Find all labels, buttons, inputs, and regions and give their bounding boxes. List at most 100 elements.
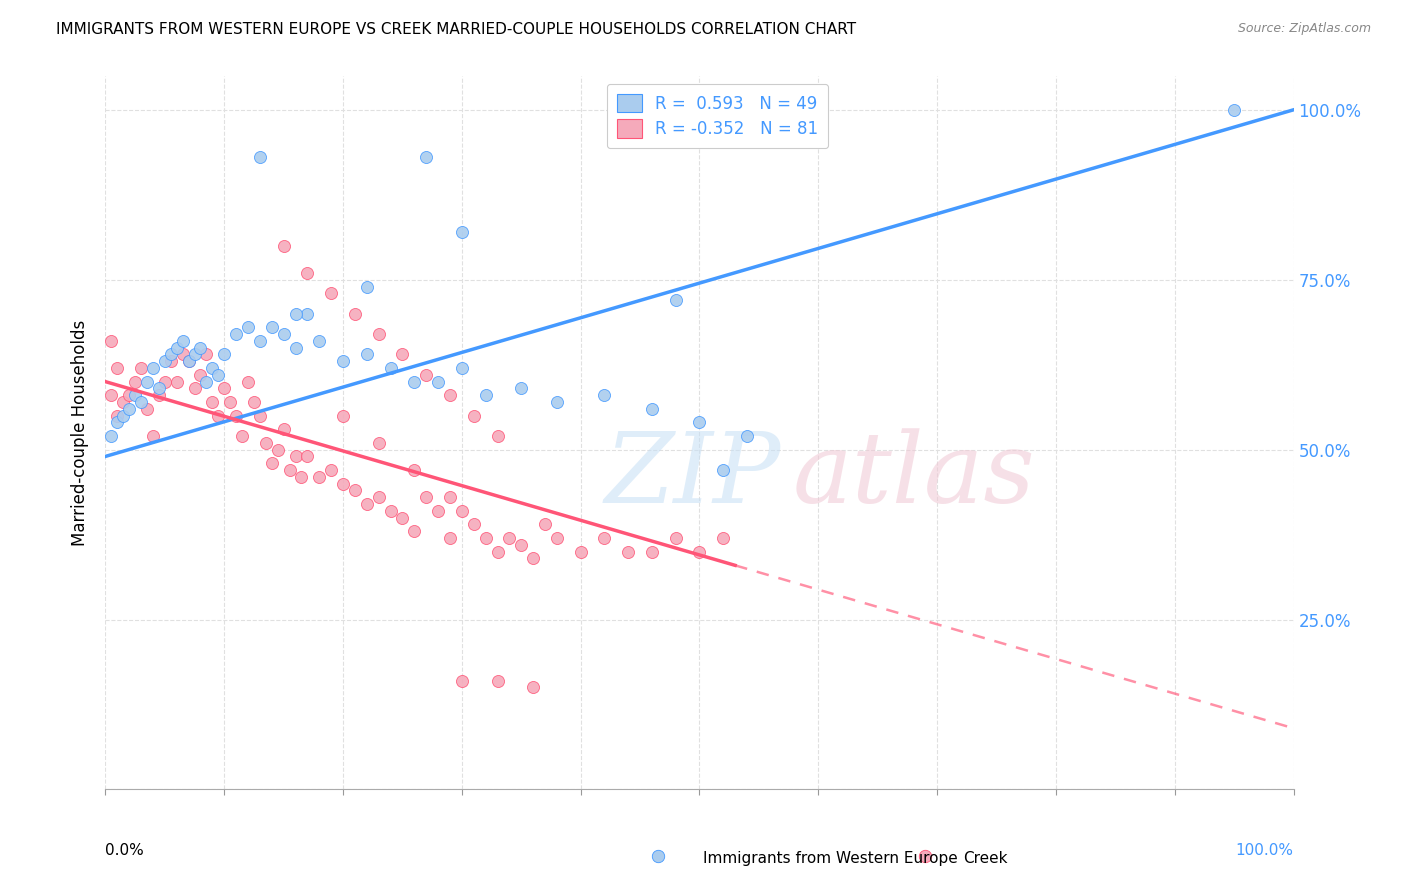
Point bbox=[136, 375, 159, 389]
Point bbox=[498, 531, 520, 545]
Point bbox=[321, 286, 343, 301]
Point bbox=[343, 483, 366, 498]
Point bbox=[711, 531, 734, 545]
Point bbox=[367, 490, 389, 504]
Point bbox=[308, 334, 330, 348]
Point bbox=[367, 327, 389, 342]
Point bbox=[427, 504, 450, 518]
Point bbox=[356, 497, 378, 511]
Point bbox=[159, 354, 181, 368]
Point bbox=[450, 673, 472, 688]
Point bbox=[214, 381, 236, 395]
Point bbox=[332, 354, 354, 368]
Point bbox=[172, 347, 194, 361]
Point bbox=[297, 450, 319, 464]
Point bbox=[450, 225, 472, 239]
Point bbox=[641, 401, 664, 416]
Point bbox=[647, 849, 669, 863]
Point bbox=[343, 307, 366, 321]
Point bbox=[593, 531, 616, 545]
Text: atlas: atlas bbox=[792, 428, 1035, 523]
Point bbox=[689, 544, 711, 558]
Point bbox=[450, 504, 472, 518]
Point bbox=[249, 409, 271, 423]
Point bbox=[665, 293, 688, 307]
Point bbox=[486, 673, 509, 688]
Point bbox=[641, 544, 664, 558]
Point bbox=[249, 150, 271, 164]
Point bbox=[225, 409, 247, 423]
Point bbox=[100, 429, 122, 443]
Point bbox=[243, 395, 266, 409]
Text: 100.0%: 100.0% bbox=[1236, 843, 1294, 858]
Point bbox=[367, 435, 389, 450]
Point bbox=[404, 463, 426, 477]
Point bbox=[711, 463, 734, 477]
Point bbox=[129, 395, 152, 409]
Point bbox=[486, 429, 509, 443]
Point bbox=[284, 307, 307, 321]
Point bbox=[260, 456, 283, 470]
Point bbox=[665, 531, 688, 545]
Point bbox=[148, 388, 170, 402]
Point bbox=[415, 490, 437, 504]
Point bbox=[112, 409, 135, 423]
Point bbox=[439, 531, 461, 545]
Point bbox=[593, 388, 616, 402]
Point bbox=[569, 544, 592, 558]
Point bbox=[522, 681, 544, 695]
Point bbox=[249, 334, 271, 348]
Point bbox=[183, 347, 205, 361]
Text: 0.0%: 0.0% bbox=[105, 843, 145, 858]
Point bbox=[391, 347, 413, 361]
Point bbox=[190, 368, 212, 382]
Text: Source: ZipAtlas.com: Source: ZipAtlas.com bbox=[1237, 22, 1371, 36]
Point bbox=[225, 327, 247, 342]
Point bbox=[273, 422, 295, 436]
Point bbox=[534, 517, 557, 532]
Point bbox=[735, 429, 758, 443]
Point bbox=[1223, 103, 1246, 117]
Point bbox=[308, 470, 330, 484]
Point bbox=[105, 409, 128, 423]
Point bbox=[617, 544, 640, 558]
Point bbox=[332, 409, 354, 423]
Point bbox=[100, 388, 122, 402]
Point bbox=[260, 320, 283, 334]
Point bbox=[297, 266, 319, 280]
Point bbox=[148, 381, 170, 395]
Point bbox=[207, 368, 229, 382]
Legend: R =  0.593   N = 49, R = -0.352   N = 81: R = 0.593 N = 49, R = -0.352 N = 81 bbox=[607, 84, 828, 148]
Point bbox=[380, 504, 402, 518]
Point bbox=[219, 395, 242, 409]
Point bbox=[297, 307, 319, 321]
Point bbox=[105, 361, 128, 376]
Text: Creek: Creek bbox=[963, 851, 1008, 865]
Point bbox=[142, 361, 165, 376]
Point bbox=[427, 375, 450, 389]
Point bbox=[231, 429, 253, 443]
Point bbox=[166, 375, 188, 389]
Point bbox=[486, 544, 509, 558]
Point bbox=[201, 395, 224, 409]
Point bbox=[142, 429, 165, 443]
Point bbox=[136, 401, 159, 416]
Point bbox=[463, 409, 485, 423]
Point bbox=[100, 334, 122, 348]
Point bbox=[290, 470, 312, 484]
Point bbox=[214, 347, 236, 361]
Point bbox=[273, 327, 295, 342]
Point bbox=[267, 442, 290, 457]
Point bbox=[284, 450, 307, 464]
Point bbox=[195, 375, 218, 389]
Point bbox=[273, 238, 295, 252]
Point bbox=[236, 320, 259, 334]
Point bbox=[195, 347, 218, 361]
Point bbox=[689, 416, 711, 430]
Point bbox=[190, 341, 212, 355]
Point bbox=[284, 341, 307, 355]
Point bbox=[332, 476, 354, 491]
Point bbox=[183, 381, 205, 395]
Point bbox=[546, 395, 568, 409]
Point bbox=[510, 538, 533, 552]
